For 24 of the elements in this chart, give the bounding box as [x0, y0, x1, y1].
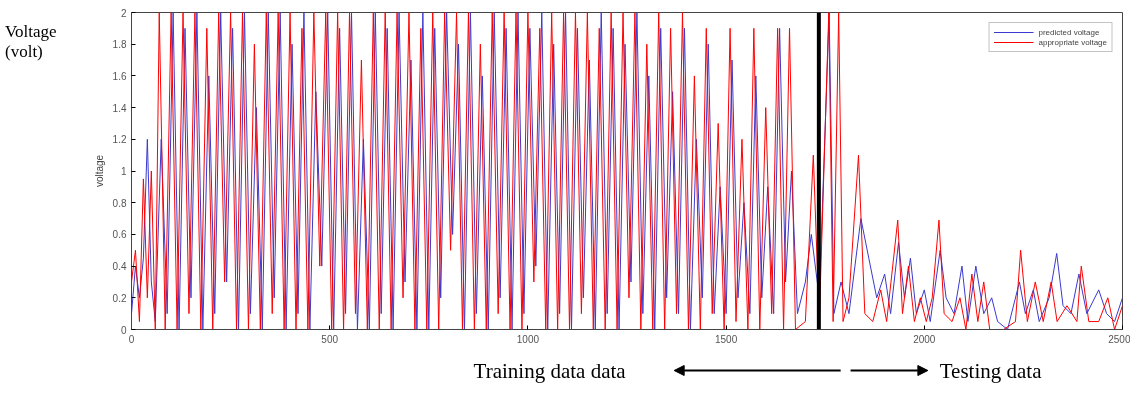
y-tick-label: 0 [120, 324, 127, 336]
x-tick-label: 2000 [913, 333, 936, 345]
x-tick-label: 2500 [1108, 333, 1131, 345]
y-tick-label: 1.8 [112, 39, 127, 51]
x-tick-label: 1500 [714, 333, 738, 345]
text: Testing data [939, 358, 1043, 383]
y-tick-label: 1.2 [112, 134, 127, 146]
line-series [131, 12, 1123, 330]
x-tick-label: 1000 [516, 333, 540, 345]
y-tick-label: 1 [120, 166, 127, 177]
legend-label: predicted voltage [1038, 27, 1100, 37]
y-tick-label: 1.4 [112, 102, 127, 114]
y-tick-label: 2 [120, 7, 127, 19]
y-tick-label: 0.8 [112, 197, 127, 209]
text: Voltage (volt) [5, 22, 58, 63]
y-tick-label: 0.6 [112, 229, 127, 241]
legend-label: appropriate voltage [1038, 37, 1107, 47]
y-tick-label: 1.6 [112, 70, 127, 82]
x-tick-label: 0 [128, 333, 135, 345]
y-tick-label: 0.4 [112, 261, 127, 273]
text: Training data data [473, 358, 627, 383]
y-axis-title: voltage [93, 154, 105, 188]
x-tick-label: 500 [321, 333, 339, 345]
y-tick-label: 0.2 [112, 292, 127, 304]
